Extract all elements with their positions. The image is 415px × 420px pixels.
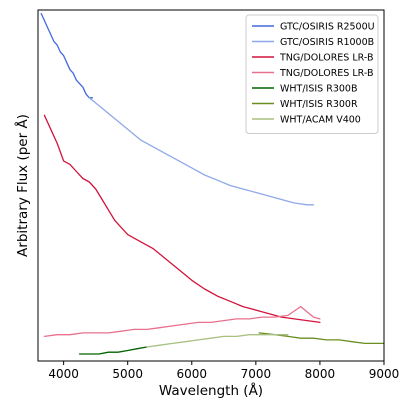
series-line-3 bbox=[43, 114, 321, 324]
series-line-5 bbox=[78, 346, 148, 355]
x-tick-label: 8000 bbox=[305, 367, 336, 381]
x-tick-label: 9000 bbox=[369, 367, 400, 381]
series-line-6 bbox=[258, 332, 384, 345]
x-axis: 4000 5000 6000 7000 8000 9000 bbox=[48, 361, 399, 381]
x-tick-label: 5000 bbox=[112, 367, 143, 381]
x-tick-label: 7000 bbox=[241, 367, 272, 381]
legend-label: WHT/ISIS R300B bbox=[280, 84, 357, 95]
legend-label: WHT/ACAM V400 bbox=[280, 115, 361, 126]
legend-box bbox=[245, 14, 379, 134]
legend-label: GTC/OSIRIS R2500U bbox=[280, 22, 375, 33]
legend-label: TNG/DOLORES LR-B bbox=[279, 68, 373, 79]
x-tick-label: 4000 bbox=[48, 367, 79, 381]
x-tick-label: 6000 bbox=[177, 367, 208, 381]
series-line-2 bbox=[88, 97, 315, 206]
legend-label: WHT/ISIS R300R bbox=[280, 99, 358, 110]
series-line-1 bbox=[40, 12, 94, 99]
series-line-4 bbox=[43, 305, 321, 338]
x-axis-label: Wavelength (Å) bbox=[159, 382, 263, 399]
legend-label: TNG/DOLORES LR-B bbox=[279, 53, 373, 64]
series-layer bbox=[40, 12, 384, 355]
y-axis-label: Arbitrary Flux (per Å) bbox=[14, 114, 31, 257]
legend: GTC/OSIRIS R2500U GTC/OSIRIS R1000B TNG/DO… bbox=[245, 14, 379, 134]
series-line-7 bbox=[146, 334, 289, 348]
plot-frame bbox=[37, 9, 385, 362]
legend-label: GTC/OSIRIS R1000B bbox=[280, 37, 374, 48]
